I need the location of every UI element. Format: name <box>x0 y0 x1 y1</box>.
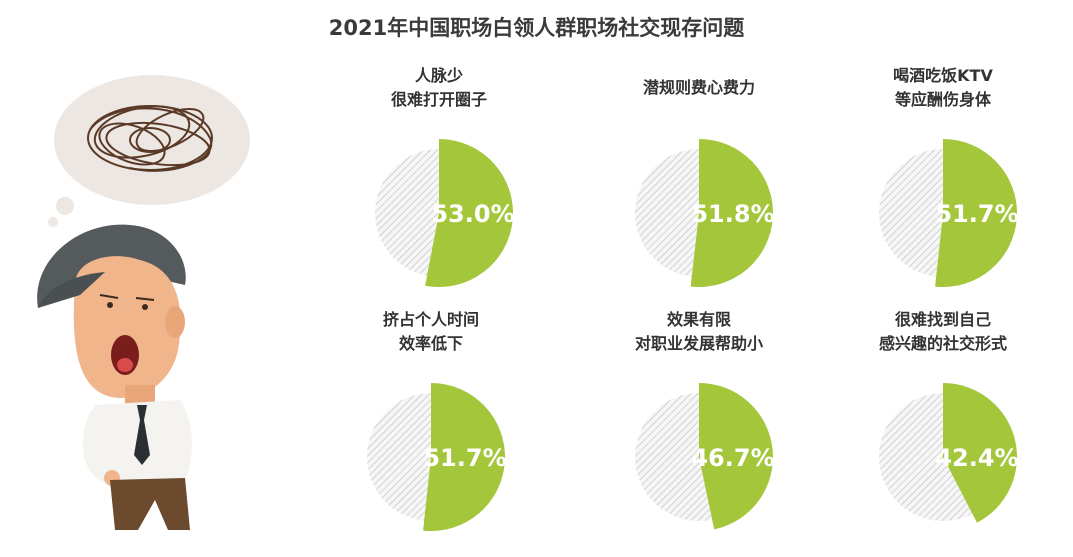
pie-label-line: 对职业发展帮助小 <box>634 334 763 353</box>
pie-panel: 挤占个人时间 效率低下 51.7% <box>356 306 606 531</box>
pie-label-line: 很难打开圈子 <box>390 90 487 109</box>
pie-label: 很难找到自己 感兴趣的社交形式 <box>868 308 1018 356</box>
pie-panel: 效果有限对职业发展帮助小 46.7% <box>624 306 874 531</box>
pie-chart: 51.8% <box>635 139 774 287</box>
pie-label-line: 人脉少 <box>414 66 463 85</box>
pie-value-label: 42.4% <box>935 444 1018 472</box>
pie-chart: 51.7% <box>879 139 1018 287</box>
pie-slice <box>943 383 1017 523</box>
pie-slice <box>935 139 1017 287</box>
pie-value-label: 46.7% <box>691 444 774 472</box>
pie-label-line: 等应酬伤身体 <box>894 90 991 109</box>
pie-label-line: 效率低下 <box>398 334 463 353</box>
pie-chart: 51.7% <box>367 383 506 531</box>
pie-chart: 46.7% <box>635 383 774 530</box>
pie-label-line: 喝酒吃饭KTV <box>893 66 993 85</box>
pie-panel: 人脉少很难打开圈子 53.0% <box>364 62 614 287</box>
pie-panel: 潜规则费心费力 51.8% <box>624 62 874 287</box>
pie-label: 人脉少 很难打开圈子 <box>364 64 514 112</box>
pie-label-line: 潜规则费心费力 <box>642 78 755 97</box>
pie-label: 挤占个人时间 效率低下 <box>356 308 506 356</box>
pie-label-line: 挤占个人时间 <box>382 310 479 329</box>
pie-label-line: 感兴趣的社交形式 <box>878 334 1007 353</box>
pie-value-label: 51.7% <box>935 200 1018 228</box>
pie-chart: 53.0% <box>375 139 514 287</box>
pie-chart: 42.4% <box>879 383 1018 523</box>
pie-slice <box>425 139 513 287</box>
pie-slice <box>423 383 505 531</box>
pie-label-line: 效果有限 <box>666 310 731 329</box>
stressed-worker-illustration <box>37 75 250 530</box>
pie-panel: 很难找到自己 感兴趣的社交形式 42.4% <box>868 306 1073 531</box>
pie-label: 效果有限对职业发展帮助小 <box>624 308 774 356</box>
pie-slice <box>690 139 773 287</box>
pie-value-label: 51.7% <box>423 444 506 472</box>
pie-panel: 喝酒吃饭KTV 等应酬伤身体 51.7% <box>868 62 1073 287</box>
pie-label: 潜规则费心费力 <box>624 76 774 100</box>
pie-label: 喝酒吃饭KTV 等应酬伤身体 <box>868 64 1018 112</box>
pie-value-label: 53.0% <box>431 200 514 228</box>
pie-label-line: 很难找到自己 <box>894 310 991 329</box>
pie-slice <box>699 383 773 530</box>
chart-title: 2021年中国职场白领人群职场社交现存问题 <box>328 16 745 40</box>
pie-value-label: 51.8% <box>691 200 774 228</box>
